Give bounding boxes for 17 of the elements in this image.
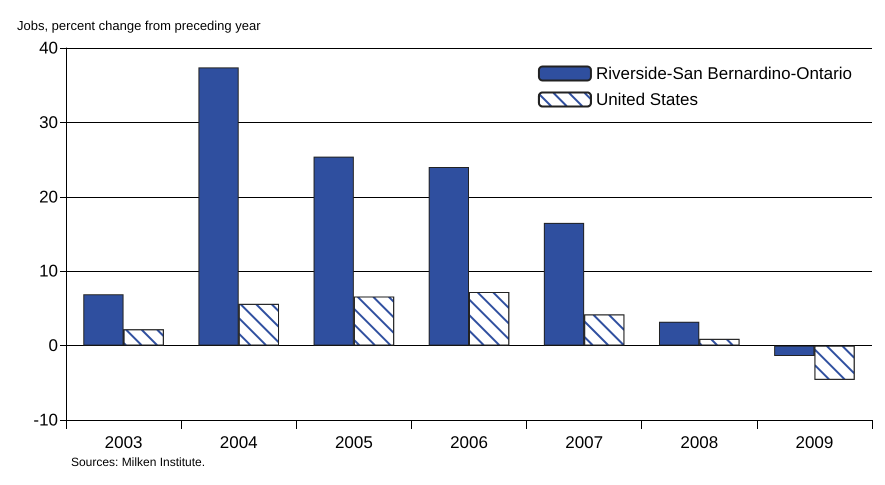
y-tick-label: 40	[39, 38, 58, 58]
x-tick-label: 2009	[796, 433, 834, 452]
y-tick-label: 10	[39, 262, 58, 281]
x-tick-label: 2004	[220, 433, 258, 452]
y-axis-title: Jobs, percent change from preceding year	[17, 18, 262, 33]
y-tick-label: 20	[39, 187, 58, 206]
source-note: Sources: Milken Institute.	[71, 455, 206, 469]
y-tick-label: -10	[33, 410, 58, 430]
x-tick-label: 2006	[450, 433, 488, 452]
y-tick-label: 30	[39, 112, 58, 132]
x-tick-label: 2007	[565, 433, 604, 452]
y-tick-label: 0	[48, 336, 58, 356]
x-tick-label: 2003	[104, 433, 142, 452]
x-tick-label: 2008	[680, 433, 718, 452]
x-tick-label: 2005	[334, 433, 373, 452]
legend-label: United States	[596, 90, 698, 109]
legend-label: Riverside-San Bernardino-Ontario	[596, 64, 852, 83]
